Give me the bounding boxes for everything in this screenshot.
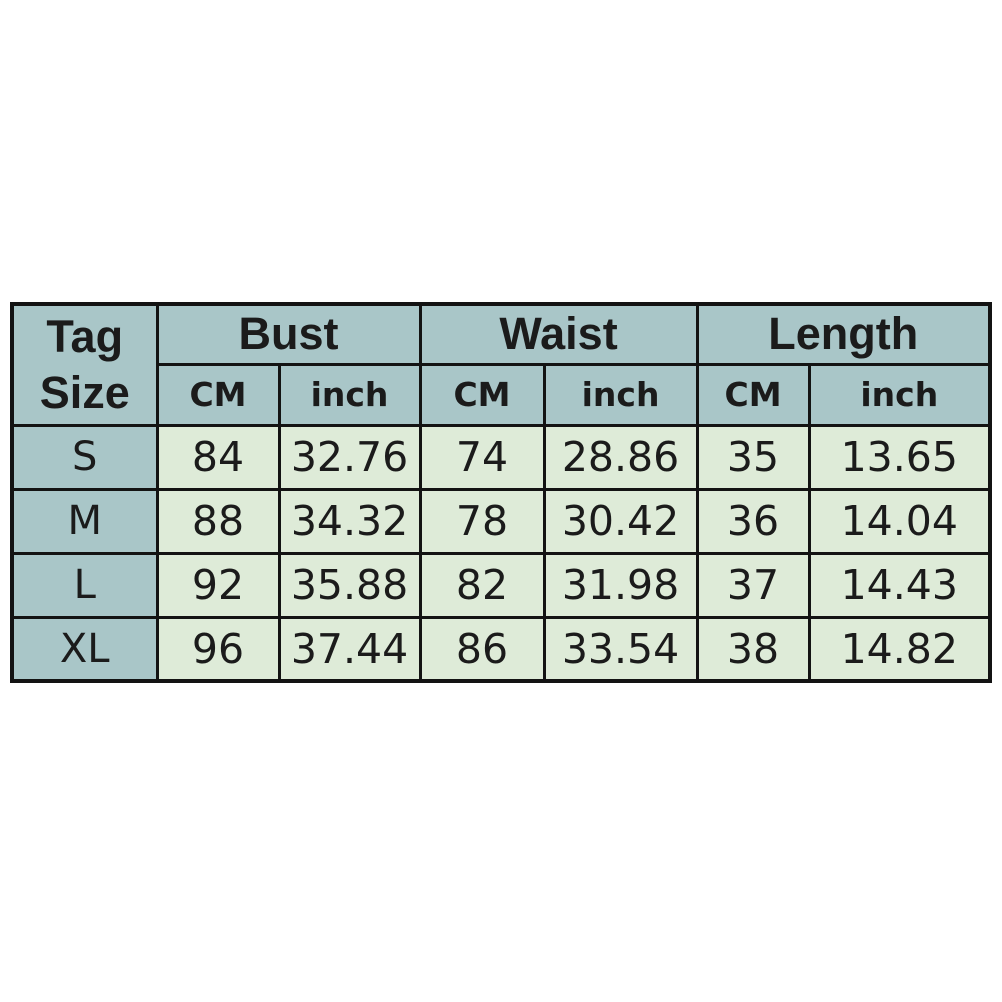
size-label-l: L bbox=[10, 551, 159, 619]
table-row-l: L 92 35.88 82 31.98 37 14.43 bbox=[10, 551, 992, 619]
table-row-xl: XL 96 37.44 86 33.54 38 14.82 bbox=[10, 615, 992, 683]
cell-s-waist-cm: 74 bbox=[418, 423, 546, 491]
tag-size-header: Tag Size bbox=[10, 302, 159, 427]
cell-l-length-inch: 14.43 bbox=[807, 551, 992, 619]
table-row-s: S 84 32.76 74 28.86 35 13.65 bbox=[10, 423, 992, 491]
cell-m-bust-inch: 34.32 bbox=[277, 487, 422, 555]
cell-l-waist-cm: 82 bbox=[418, 551, 546, 619]
unit-waist-cm: CM bbox=[418, 362, 546, 427]
group-header-length: Length bbox=[695, 302, 992, 366]
cell-m-waist-inch: 30.42 bbox=[542, 487, 699, 555]
cell-s-bust-inch: 32.76 bbox=[277, 423, 422, 491]
group-header-bust: Bust bbox=[155, 302, 422, 366]
unit-length-cm: CM bbox=[695, 362, 811, 427]
group-header-row: Tag Size Bust Waist Length bbox=[10, 302, 992, 427]
cell-m-length-inch: 14.04 bbox=[807, 487, 992, 555]
cell-xl-waist-cm: 86 bbox=[418, 615, 546, 683]
size-label-m: M bbox=[10, 487, 159, 555]
table-row-m: M 88 34.32 78 30.42 36 14.04 bbox=[10, 487, 992, 555]
cell-xl-length-inch: 14.82 bbox=[807, 615, 992, 683]
unit-bust-inch: inch bbox=[277, 362, 422, 427]
cell-l-bust-inch: 35.88 bbox=[277, 551, 422, 619]
size-label-s: S bbox=[10, 423, 159, 491]
unit-header-row: CM inch CM inch CM inch bbox=[12, 362, 992, 427]
cell-m-waist-cm: 78 bbox=[418, 487, 546, 555]
cell-l-waist-inch: 31.98 bbox=[542, 551, 699, 619]
cell-l-bust-cm: 92 bbox=[155, 551, 281, 619]
cell-s-bust-cm: 84 bbox=[155, 423, 281, 491]
cell-m-bust-cm: 88 bbox=[155, 487, 281, 555]
tag-size-line2: Size bbox=[39, 366, 130, 418]
cell-xl-bust-cm: 96 bbox=[155, 615, 281, 683]
tag-size-line1: Tag bbox=[46, 310, 124, 362]
size-chart-table: Tag Size Bust Waist Length CM inch CM in… bbox=[10, 302, 993, 683]
group-header-waist: Waist bbox=[418, 302, 699, 366]
cell-xl-bust-inch: 37.44 bbox=[277, 615, 422, 683]
cell-s-length-cm: 35 bbox=[695, 423, 811, 491]
unit-bust-cm: CM bbox=[155, 362, 281, 427]
cell-s-waist-inch: 28.86 bbox=[542, 423, 699, 491]
unit-waist-inch: inch bbox=[542, 362, 699, 427]
cell-m-length-cm: 36 bbox=[695, 487, 811, 555]
cell-l-length-cm: 37 bbox=[695, 551, 811, 619]
size-label-xl: XL bbox=[10, 615, 159, 683]
cell-xl-length-cm: 38 bbox=[695, 615, 811, 683]
cell-s-length-inch: 13.65 bbox=[807, 423, 992, 491]
unit-length-inch: inch bbox=[807, 362, 992, 427]
cell-xl-waist-inch: 33.54 bbox=[542, 615, 699, 683]
